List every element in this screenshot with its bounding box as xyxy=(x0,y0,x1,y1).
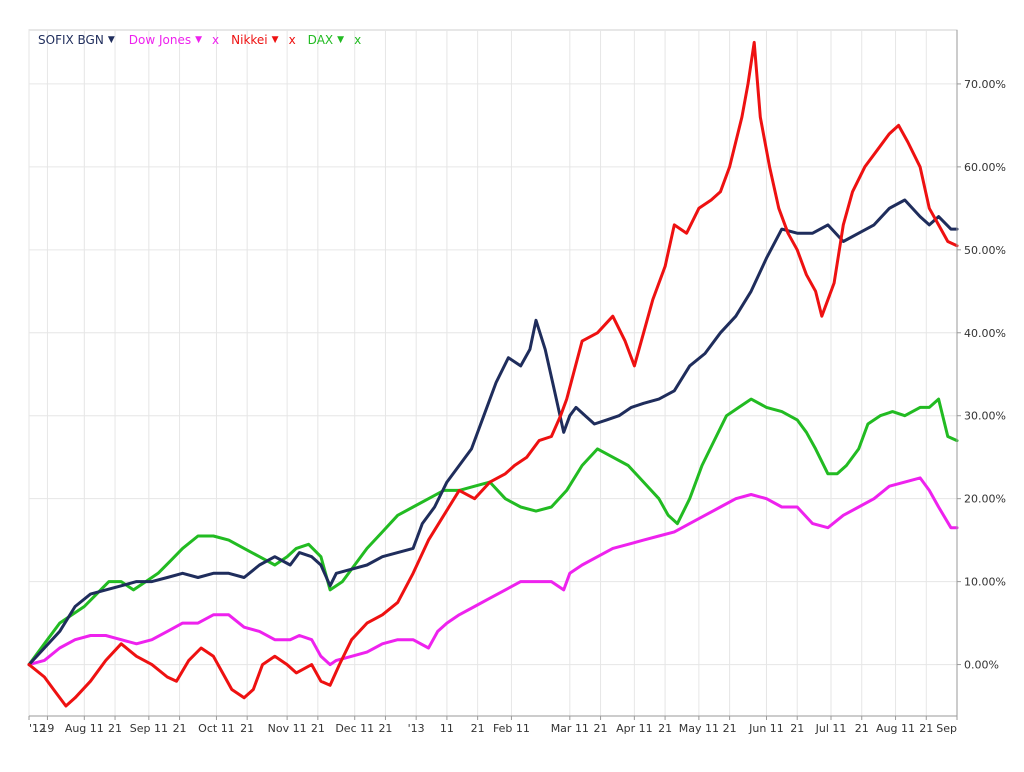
legend-item-dow-jones[interactable]: Dow Jones ▼ x xyxy=(129,33,219,47)
plot-area-frame xyxy=(28,29,958,717)
chart-legend: SOFIX BGN ▼ Dow Jones ▼ x Nikkei ▼ x DAX… xyxy=(38,32,373,48)
y-tick-label: 50.00% xyxy=(964,244,1006,257)
series-lines xyxy=(27,40,959,708)
x-tick-label: 11 xyxy=(440,722,454,735)
x-tick-label: Jul 11 xyxy=(815,722,847,735)
chevron-down-icon[interactable]: ▼ xyxy=(337,35,345,45)
close-icon[interactable]: x xyxy=(212,33,220,47)
y-axis-ticks: 0.00% 10.00% 20.00% 30.00% 40.00% 50.00% 60.00… xyxy=(957,78,1006,672)
legend-label-sofix: SOFIX BGN xyxy=(38,33,104,47)
x-tick-label: 21 xyxy=(173,722,187,735)
y-tick-label: 0.00% xyxy=(964,659,999,672)
y-tick-label: 20.00% xyxy=(964,493,1006,506)
chevron-down-icon[interactable]: ▼ xyxy=(271,35,279,45)
y-tick-label: 10.00% xyxy=(964,576,1006,589)
x-tick-label: Sep xyxy=(936,722,957,735)
x-tick-label: 21 xyxy=(723,722,737,735)
x-tick-label: Jun 11 xyxy=(748,722,784,735)
x-tick-label: 21 xyxy=(919,722,933,735)
legend-label-nikkei: Nikkei xyxy=(231,33,268,47)
x-tick-label: 21 xyxy=(311,722,325,735)
chevron-down-icon[interactable]: ▼ xyxy=(195,35,203,45)
legend-item-nikkei[interactable]: Nikkei ▼ x xyxy=(231,33,296,47)
x-tick-label: 21 xyxy=(108,722,122,735)
x-tick-label: Nov 11 xyxy=(268,722,307,735)
x-tick-label: Oct 11 xyxy=(198,722,235,735)
legend-label-dow-jones: Dow Jones xyxy=(128,33,192,47)
x-tick-label: 21 xyxy=(594,722,608,735)
x-tick-label: '13 xyxy=(408,722,425,735)
x-tick-label: Feb 11 xyxy=(493,722,530,735)
x-tick-label: Apr 11 xyxy=(616,722,653,735)
close-icon[interactable]: x xyxy=(288,33,296,47)
legend-item-dax[interactable]: DAX ▼ x xyxy=(308,33,362,47)
chevron-down-icon[interactable]: ▼ xyxy=(107,35,115,45)
x-tick-label: 21 xyxy=(240,722,254,735)
y-tick-label: 40.00% xyxy=(964,327,1006,340)
y-tick-label: 60.00% xyxy=(964,161,1006,174)
grid-lines xyxy=(28,30,958,716)
x-tick-label: 21 xyxy=(790,722,804,735)
legend-label-dax: DAX xyxy=(307,33,334,47)
x-tick-label: Dec 11 xyxy=(335,722,374,735)
x-tick-label: 19 xyxy=(40,722,54,735)
series-line-dax xyxy=(27,397,959,667)
series-line-nikkei xyxy=(27,40,959,708)
x-tick-label: Aug 11 xyxy=(876,722,915,735)
x-tick-label: 21 xyxy=(471,722,485,735)
x-tick-label: 21 xyxy=(855,722,869,735)
x-tick-label: Aug 11 xyxy=(65,722,104,735)
x-tick-label: 21 xyxy=(658,722,672,735)
y-tick-label: 30.00% xyxy=(964,410,1006,423)
series-line-dow-jones xyxy=(27,476,959,667)
x-tick-label: Mar 11 xyxy=(551,722,589,735)
y-tick-label: 70.00% xyxy=(964,78,1006,91)
close-icon[interactable]: x xyxy=(354,33,362,47)
x-tick-label: 21 xyxy=(378,722,392,735)
x-tick-label: May 11 xyxy=(679,722,719,735)
legend-item-sofix[interactable]: SOFIX BGN ▼ xyxy=(38,33,117,47)
x-tick-label: '12 xyxy=(29,722,46,735)
x-tick-label: Sep 11 xyxy=(130,722,168,735)
series-line-sofix-bgn xyxy=(27,198,959,667)
